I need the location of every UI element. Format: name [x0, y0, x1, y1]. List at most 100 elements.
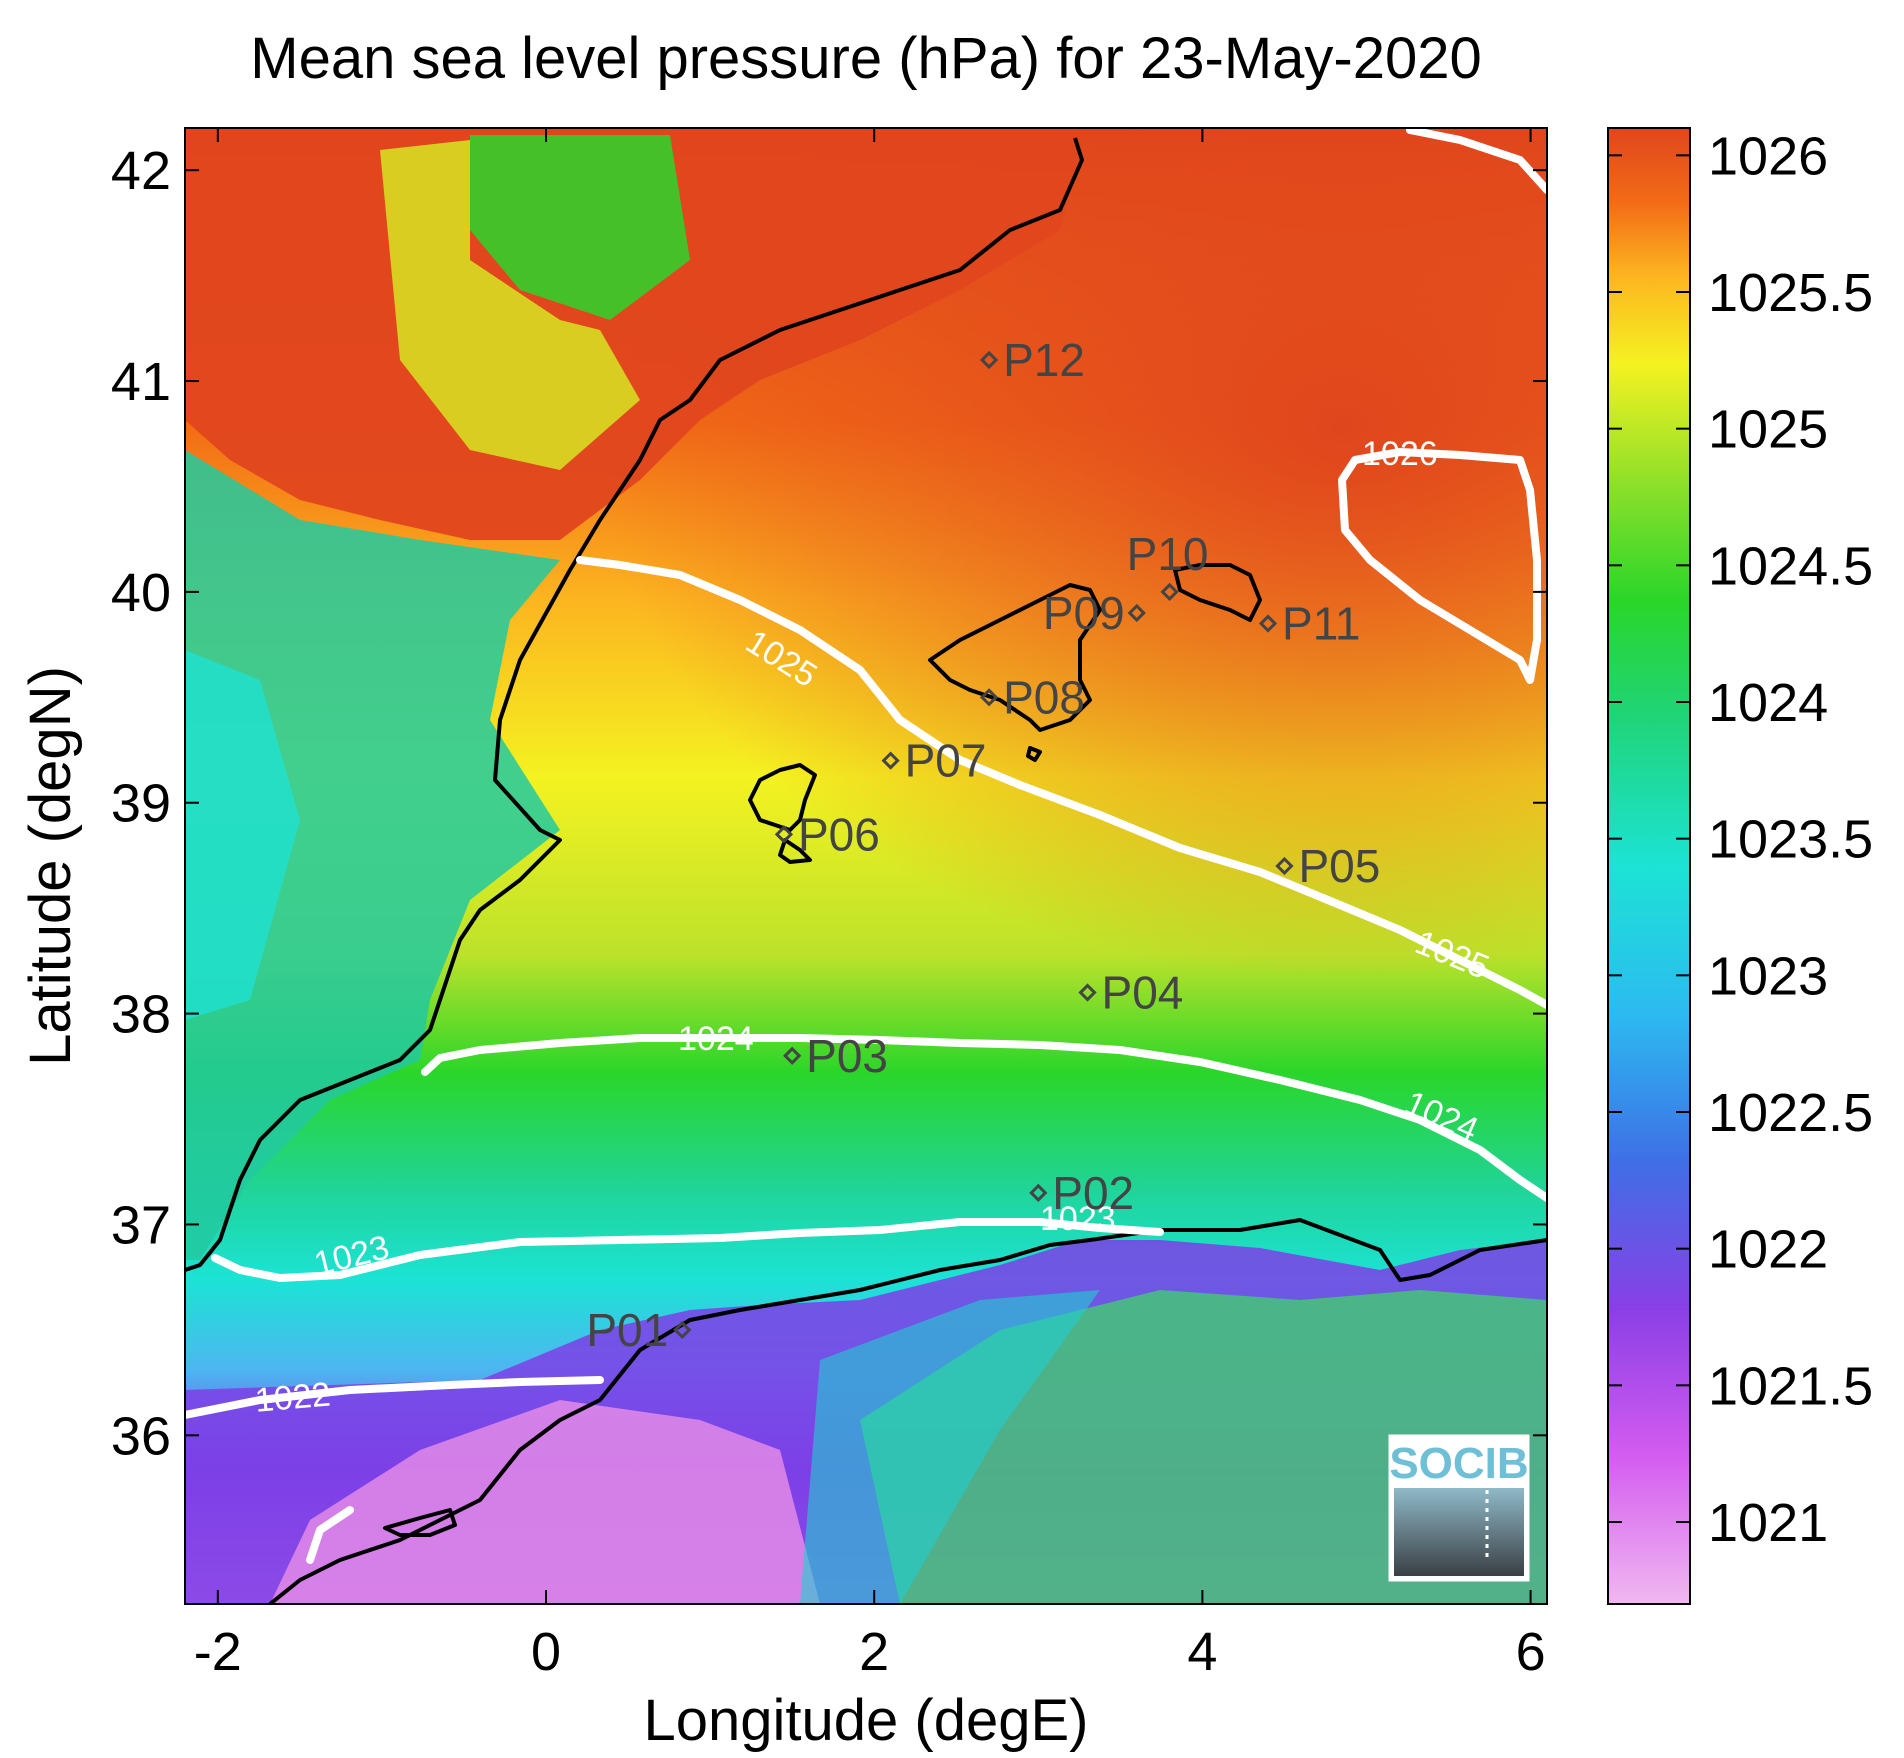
contours — [185, 128, 1547, 1564]
station-p03: P03 — [783, 1030, 888, 1082]
y-tick-label: 42 — [111, 141, 171, 201]
colorbar: 1021 1021.5 1022 1022.5 1023 1023.5 1024 1024.5… — [1607, 126, 1873, 1605]
y-axis-label: Latitude (degN) — [18, 666, 83, 1066]
station-marker — [1078, 983, 1097, 1002]
coastlines — [185, 137, 1547, 1604]
logo-text: SOCIB — [1389, 1439, 1528, 1488]
station-marker — [979, 350, 999, 370]
contour-label-1022: 1022 — [253, 1375, 332, 1419]
station-label: P09 — [1043, 587, 1125, 639]
colorbar-tick-label: 1023 — [1708, 946, 1828, 1006]
socib-logo: SOCIB — [1388, 1434, 1530, 1582]
station-p02: P02 — [1029, 1167, 1134, 1219]
land-southwest-cyan — [185, 650, 300, 1020]
station-marker — [1029, 1183, 1048, 1202]
station-p07: P07 — [881, 735, 987, 787]
contour-label-1023-east: 1023 — [1040, 1200, 1116, 1238]
island-mallorca — [928, 583, 1102, 732]
x-axis-label: Longitude (degE) — [644, 1688, 1089, 1753]
land-africa-cyan — [800, 1290, 1100, 1604]
station-p12: P12 — [979, 334, 1085, 386]
station-label: P07 — [905, 735, 987, 787]
contour-1024 — [421, 1034, 1547, 1202]
coastline-iberia — [185, 137, 1084, 1272]
x-tick-label: 0 — [531, 1622, 561, 1682]
station-label: P12 — [1003, 334, 1085, 386]
colorbar-tick-label: 1024 — [1708, 673, 1828, 733]
y-tick-label: 36 — [111, 1406, 171, 1466]
station-marker — [1160, 582, 1179, 602]
station-p05: P05 — [1275, 840, 1380, 892]
station-marker — [979, 688, 999, 707]
y-tick-label: 39 — [111, 774, 171, 834]
contour-1025 — [576, 556, 1547, 1009]
station-p09: P09 — [1043, 587, 1146, 639]
station-marker — [673, 1320, 692, 1340]
terrain-green-north — [470, 135, 690, 320]
island-menorca — [1173, 563, 1262, 622]
colorbar-tick-label: 1021.5 — [1708, 1356, 1873, 1416]
y-tick-label: 41 — [111, 352, 171, 412]
station-marker — [881, 751, 900, 770]
plot-area — [185, 128, 1547, 1604]
station-label: P10 — [1127, 528, 1209, 580]
y-tick-label: 40 — [111, 563, 171, 623]
x-tick-label: 2 — [859, 1622, 889, 1682]
station-marker — [783, 1046, 802, 1065]
colorbar-tick-label: 1023.5 — [1708, 810, 1873, 870]
station-p04: P04 — [1078, 967, 1184, 1019]
station-label: P03 — [806, 1030, 888, 1082]
station-marker — [1127, 603, 1146, 623]
station-p10: P10 — [1127, 528, 1209, 602]
y-tick-label: 38 — [111, 985, 171, 1045]
land-southeast-iberia — [185, 450, 560, 1260]
contour-1022-south — [306, 1506, 354, 1564]
station-p06: P06 — [774, 808, 880, 860]
station-label: P08 — [1003, 671, 1085, 723]
x-tick-label: 6 — [1516, 1622, 1546, 1682]
station-label: P04 — [1102, 967, 1184, 1019]
land-africa-pink — [270, 1400, 820, 1604]
contour-label-1026: 1026 — [1362, 435, 1438, 473]
contour-1023 — [211, 1218, 1164, 1282]
logo-wave-panel — [1394, 1488, 1524, 1576]
map-title: Mean sea level pressure (hPa) for 23-May… — [250, 26, 1481, 91]
x-axis: -2 0 2 4 6 — [194, 128, 1546, 1682]
station-marker — [1258, 614, 1278, 633]
x-tick-label: -2 — [194, 1622, 242, 1682]
island-alboran — [383, 1508, 457, 1537]
station-label: P02 — [1052, 1167, 1134, 1219]
colorbar-tick-label: 1022.5 — [1708, 1083, 1873, 1143]
colorbar-tick-label: 1026 — [1708, 126, 1828, 186]
station-p11: P11 — [1258, 598, 1360, 650]
station-label: P11 — [1282, 598, 1360, 650]
station-label: P01 — [586, 1304, 668, 1356]
station-p08: P08 — [979, 671, 1085, 723]
island-ibiza — [748, 763, 817, 832]
terrain-yellow-band — [380, 140, 640, 470]
y-axis: 36 37 38 39 40 41 42 — [111, 141, 1547, 1466]
station-marker — [774, 825, 794, 844]
island-cabrera — [1026, 746, 1042, 762]
contour-1022 — [185, 1376, 604, 1419]
contour-1026-ne — [1406, 128, 1547, 194]
station-marker — [1275, 856, 1294, 876]
colorbar-tick-label: 1025.5 — [1708, 263, 1873, 323]
island-formentera — [778, 838, 812, 864]
x-tick-label: 4 — [1187, 1622, 1217, 1682]
colorbar-gradient — [1607, 127, 1691, 1605]
coastline-africa — [268, 1218, 1547, 1604]
plot-frame — [184, 127, 1548, 1605]
colorbar-tick-label: 1024.5 — [1708, 536, 1873, 596]
y-tick-label: 37 — [111, 1195, 171, 1255]
station-p01: P01 — [586, 1304, 692, 1356]
station-label: P06 — [798, 808, 880, 860]
contour-label-1024-west: 1024 — [678, 1020, 754, 1058]
colorbar-tick-label: 1025 — [1708, 400, 1828, 460]
station-label: P05 — [1298, 840, 1380, 892]
colorbar-tick-label: 1021 — [1708, 1493, 1828, 1553]
colorbar-ticks: 1021 1021.5 1022 1022.5 1023 1023.5 1024 1024.5… — [1608, 126, 1873, 1553]
colorbar-tick-label: 1022 — [1708, 1220, 1828, 1280]
